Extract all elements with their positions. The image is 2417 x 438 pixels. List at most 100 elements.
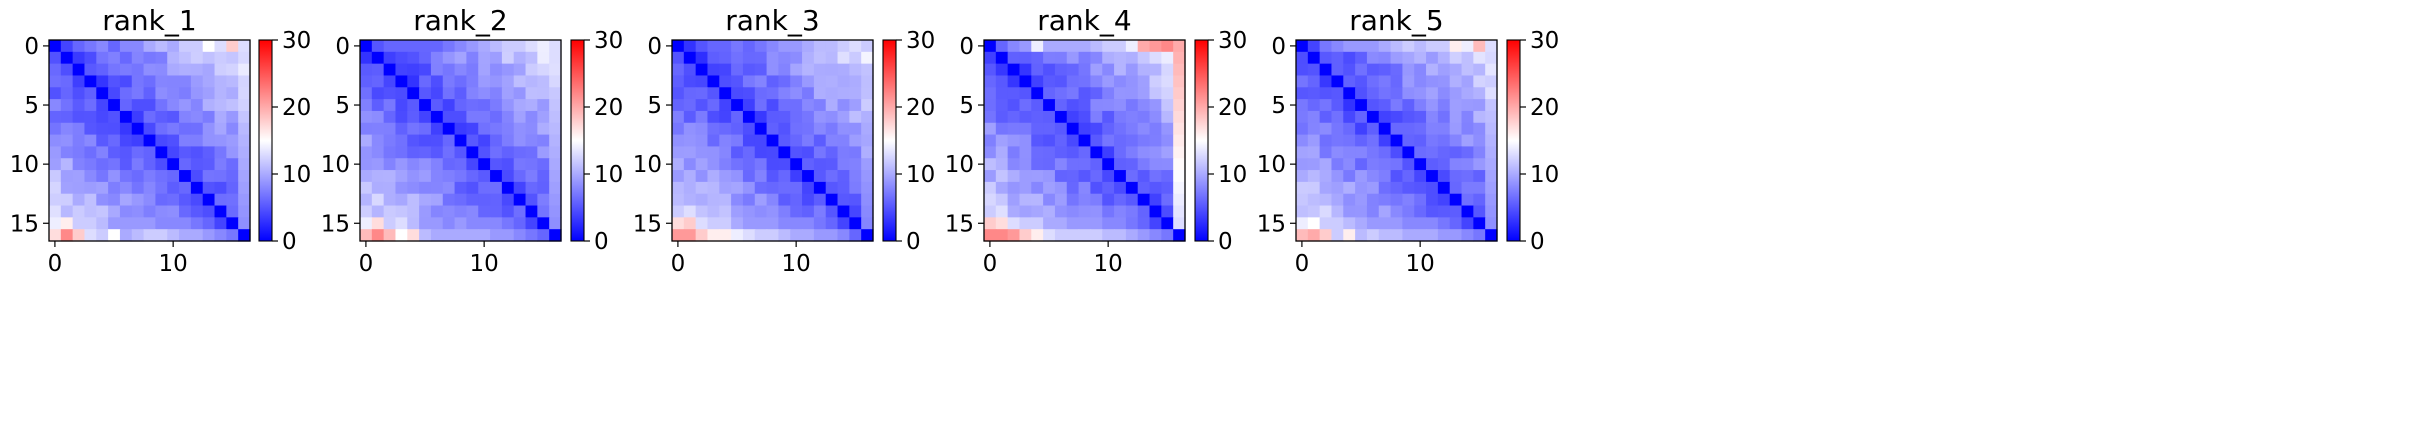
heatmap-cell (1114, 158, 1127, 171)
heatmap-cell (96, 75, 109, 88)
heatmap-cell (861, 63, 874, 77)
heatmap-cell (167, 134, 180, 148)
heatmap-cell (837, 63, 850, 77)
heatmap-cell (683, 40, 697, 53)
heatmap-cell (525, 99, 538, 112)
heatmap-cell (143, 87, 157, 100)
heatmap-cell (371, 158, 385, 171)
heatmap-cell (1473, 158, 1486, 171)
heatmap-cell (1090, 87, 1103, 100)
heatmap-cell (1149, 75, 1162, 88)
heatmap-cell (825, 205, 839, 218)
heatmap-cell (731, 170, 744, 183)
heatmap-cell (537, 63, 550, 77)
heatmap-cell (1390, 40, 1404, 53)
heatmap-cell (1043, 229, 1056, 242)
heatmap-cell (754, 40, 768, 53)
heatmap-cell (501, 205, 515, 218)
heatmap-cell (1414, 170, 1427, 183)
heatmap-cell (1043, 158, 1056, 171)
heatmap-cell (672, 40, 685, 53)
heatmap-cell (825, 229, 839, 242)
heatmap-cell (742, 170, 756, 183)
heatmap-cell (1066, 63, 1080, 77)
heatmap-cell (525, 193, 538, 207)
heatmap-cell (1114, 99, 1127, 112)
heatmap-cell (155, 122, 168, 136)
heatmap-cell (490, 205, 503, 218)
heatmap-cell (1043, 75, 1056, 88)
heatmap-cell (143, 193, 157, 207)
heatmap-cell (861, 181, 874, 195)
heatmap-cell (238, 99, 251, 112)
heatmap-cell (802, 87, 815, 100)
heatmap-cell (1007, 75, 1021, 88)
heatmap-cell (1173, 217, 1186, 230)
heatmap-cell (549, 158, 562, 171)
heatmap-cell (778, 110, 791, 124)
heatmap-cell (72, 110, 86, 124)
heatmap-cell (419, 99, 432, 112)
heatmap-cell (1331, 110, 1344, 124)
heatmap-cell (442, 146, 456, 159)
heatmap-cell (1319, 181, 1333, 195)
heatmap-cell (1319, 205, 1333, 218)
heatmap-cell (143, 63, 157, 77)
heatmap-cell (238, 40, 251, 53)
heatmap-cell (1402, 229, 1415, 242)
heatmap-cell (1343, 63, 1356, 77)
heatmap-cell (1485, 193, 1498, 207)
y-tick-label: 15 (1257, 211, 1286, 237)
heatmap-cell (742, 229, 756, 242)
heatmap-cell (1102, 205, 1115, 218)
heatmap-cell (837, 87, 850, 100)
heatmap-cell (360, 122, 373, 136)
heatmap-cell (1054, 158, 1068, 171)
heatmap-cell (731, 229, 744, 242)
heatmap-cell (60, 193, 74, 207)
y-tick-label: 15 (633, 211, 662, 237)
heatmap-cell (683, 170, 697, 183)
x-tick-label: 0 (359, 251, 374, 277)
heatmap-cell (179, 75, 192, 88)
heatmap-cell (1449, 110, 1463, 124)
heatmap-cell (742, 110, 756, 124)
heatmap-cell (672, 181, 685, 195)
heatmap-cell (1390, 205, 1404, 218)
heatmap-cell (1054, 122, 1068, 136)
heatmap-cell (1437, 51, 1451, 65)
heatmap-cell (1461, 134, 1474, 148)
y-tick-label: 10 (321, 152, 350, 178)
heatmap-cell (1114, 229, 1127, 242)
heatmap-cell (214, 40, 227, 53)
heatmap-cell (1173, 170, 1186, 183)
y-tick-label: 5 (24, 93, 39, 119)
heatmap-cell (1426, 87, 1439, 100)
heatmap-cell (202, 158, 216, 171)
heatmap-cell (525, 134, 538, 148)
heatmap-cell (1031, 110, 1044, 124)
heatmap-cell (1125, 99, 1139, 112)
heatmap-cell (478, 110, 491, 124)
heatmap-cell (525, 158, 538, 171)
heatmap-cell (1331, 205, 1344, 218)
heatmap-cell (1173, 51, 1186, 65)
heatmap-cell (1296, 181, 1309, 195)
heatmap-cell (1426, 99, 1439, 112)
heatmap-cell (442, 193, 456, 207)
heatmap-cell (1007, 158, 1021, 171)
heatmap-cell (72, 205, 86, 218)
heatmap-cell (119, 181, 133, 195)
heatmap-cell (395, 75, 408, 88)
heatmap-cell (96, 40, 109, 53)
heatmap-cell (226, 193, 239, 207)
heatmap-cell (1031, 51, 1044, 65)
heatmap-cell (1125, 193, 1139, 207)
heatmap-cell (1066, 99, 1080, 112)
heatmap-cell (1066, 40, 1080, 53)
heatmap-cell (790, 75, 803, 88)
heatmap-cell (1066, 146, 1080, 159)
heatmap-cell (525, 217, 538, 230)
colorbar-tick-label: 30 (1218, 28, 1247, 54)
panel-title: rank_2 (413, 4, 507, 37)
